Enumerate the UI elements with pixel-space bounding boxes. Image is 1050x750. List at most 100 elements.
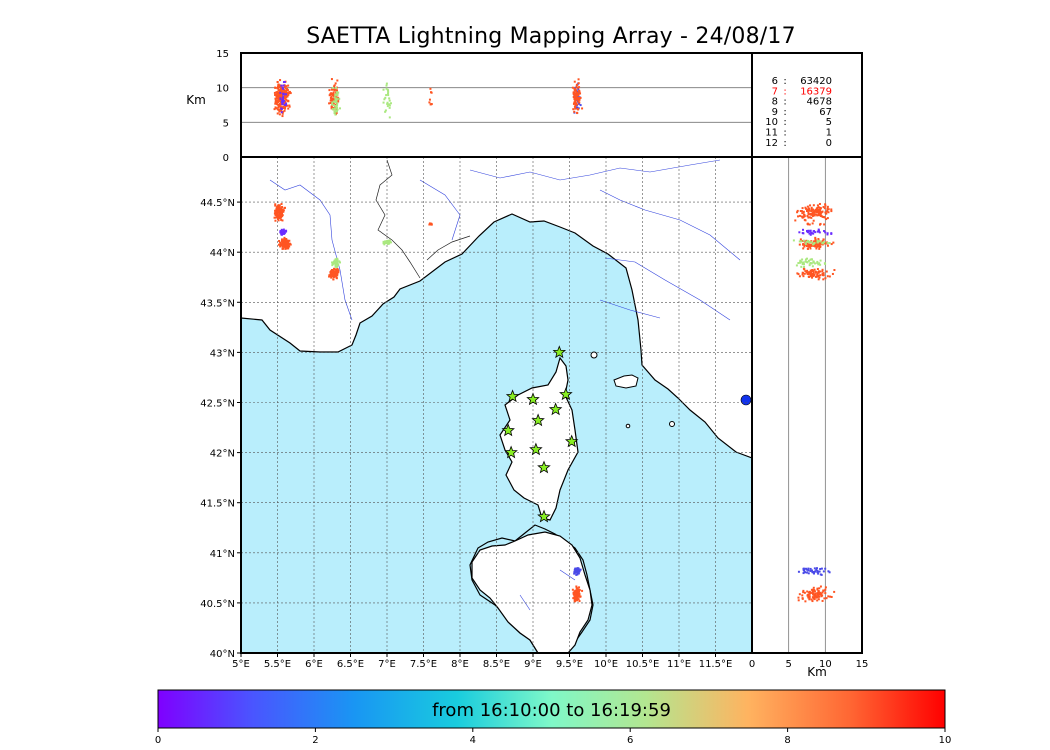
- lightning-point-altitude: [281, 98, 284, 101]
- lightning-point-latitude: [816, 209, 819, 212]
- lightning-point-latitude: [805, 245, 808, 248]
- lightning-point-latitude: [800, 215, 803, 218]
- lightning-point-latitude: [808, 207, 811, 210]
- lightning-point: [281, 247, 284, 250]
- lightning-point-latitude: [819, 274, 822, 277]
- lightning-point-latitude: [813, 567, 816, 570]
- lightning-point-latitude: [811, 215, 814, 218]
- lightning-point-latitude: [814, 592, 817, 595]
- lightning-point-latitude: [801, 271, 804, 274]
- lightning-point-altitude: [276, 112, 279, 115]
- colorbar-ticks: 0 2 4 6 8 10: [155, 728, 951, 746]
- lightning-point-latitude: [824, 211, 827, 214]
- lightning-point-latitude: [817, 274, 820, 277]
- y-tick-label: 40.5°N: [200, 599, 235, 610]
- lightning-point-latitude: [812, 219, 815, 222]
- lightning-point-altitude: [335, 105, 338, 108]
- right-x-ticks: 0 5 10 15: [749, 659, 869, 670]
- lightning-point-latitude: [814, 275, 817, 278]
- lightning-point-latitude: [810, 272, 813, 275]
- lightning-point-latitude: [802, 591, 805, 594]
- lightning-point-altitude: [428, 101, 431, 104]
- lightning-point: [281, 219, 284, 222]
- lightning-point-latitude: [796, 209, 799, 212]
- lightning-point: [574, 589, 577, 592]
- lightning-point-altitude: [280, 100, 283, 103]
- lightning-point-altitude: [575, 90, 578, 93]
- lightning-point-altitude: [578, 90, 581, 93]
- lightning-point-latitude: [810, 258, 813, 261]
- station-count-panel: 6: 63420 7: 16379 8: 4678 9: 67 10: 5 11: 1 12: 0: [751, 52, 863, 158]
- lightning-point-latitude: [802, 247, 805, 250]
- lightning-point-altitude: [332, 102, 335, 105]
- station-star: [548, 402, 563, 416]
- lightning-point: [273, 212, 276, 215]
- lightning-point-altitude: [334, 95, 337, 98]
- lightning-point-altitude: [328, 89, 331, 92]
- lightning-point-altitude: [279, 97, 282, 100]
- lightning-point-latitude: [814, 231, 817, 234]
- lightning-point-latitude: [815, 211, 818, 214]
- lightning-point-altitude: [278, 84, 281, 87]
- lightning-point: [283, 240, 286, 243]
- lightning-point-latitude: [812, 586, 815, 589]
- lightning-point: [575, 595, 578, 598]
- lightning-point: [335, 261, 338, 264]
- lightning-point: [277, 210, 280, 213]
- lightning-point-latitude: [811, 242, 814, 245]
- lightning-point-latitude: [818, 202, 821, 205]
- lightning-point-latitude: [833, 590, 836, 593]
- lightning-point-latitude: [811, 211, 814, 214]
- lightning-point: [333, 270, 336, 273]
- lightning-point-altitude: [578, 91, 581, 94]
- lightning-point-altitude: [278, 92, 281, 95]
- lightning-point-latitude: [802, 569, 805, 572]
- lightning-point: [577, 590, 580, 593]
- lightning-point-altitude: [336, 94, 339, 97]
- lightning-point-latitude: [818, 212, 821, 215]
- lightning-point-altitude: [576, 86, 579, 89]
- lightning-point-latitude: [797, 273, 800, 276]
- lightning-point-latitude: [818, 245, 821, 248]
- lightning-point-latitude: [803, 215, 806, 218]
- lightning-point-latitude: [809, 230, 812, 233]
- lightning-point-latitude: [798, 240, 801, 243]
- map-lightning-points: [273, 202, 584, 603]
- map-gridlines: [241, 157, 752, 653]
- lightning-point-altitude: [280, 111, 283, 114]
- lightning-point-altitude: [336, 103, 339, 106]
- lightning-point: [576, 599, 579, 602]
- lightning-point-altitude: [577, 99, 580, 102]
- lightning-point-altitude: [389, 102, 392, 105]
- lightning-point-altitude: [333, 107, 336, 110]
- lightning-point: [279, 230, 282, 233]
- station-star: [552, 345, 567, 359]
- lightning-point-altitude: [576, 103, 579, 106]
- lightning-point-altitude: [275, 93, 278, 96]
- lightning-point: [338, 260, 341, 263]
- x-tick-label: 7°E: [378, 659, 396, 670]
- lightning-point-altitude: [385, 82, 388, 85]
- lightning-point-latitude: [821, 270, 824, 273]
- lightning-point: [281, 215, 284, 218]
- lightning-point-latitude: [811, 213, 814, 216]
- lightning-point-latitude: [815, 568, 818, 571]
- lightning-point: [280, 216, 283, 219]
- lightning-point: [336, 258, 339, 261]
- lightning-point-altitude: [277, 98, 280, 101]
- lightning-point-altitude: [336, 79, 339, 82]
- lightning-point: [331, 272, 334, 275]
- lightning-point: [335, 263, 338, 266]
- lightning-point-altitude: [579, 104, 582, 107]
- lightning-point-latitude: [809, 569, 812, 572]
- lightning-point-altitude: [337, 100, 340, 103]
- map-panel: 5°E 5.5°E 6°E 6.5°E 7°E 7.5°E 8°E 8.5°E 9°E 9.5°E…: [200, 156, 753, 670]
- lightning-point: [578, 600, 581, 603]
- lightning-point: [576, 567, 579, 570]
- lightning-point-altitude: [282, 87, 285, 90]
- lightning-point: [279, 245, 282, 248]
- lightning-point-altitude: [284, 87, 287, 90]
- lightning-point-latitude: [809, 262, 812, 265]
- lightning-point-latitude: [824, 588, 827, 591]
- lightning-point-altitude: [329, 92, 332, 95]
